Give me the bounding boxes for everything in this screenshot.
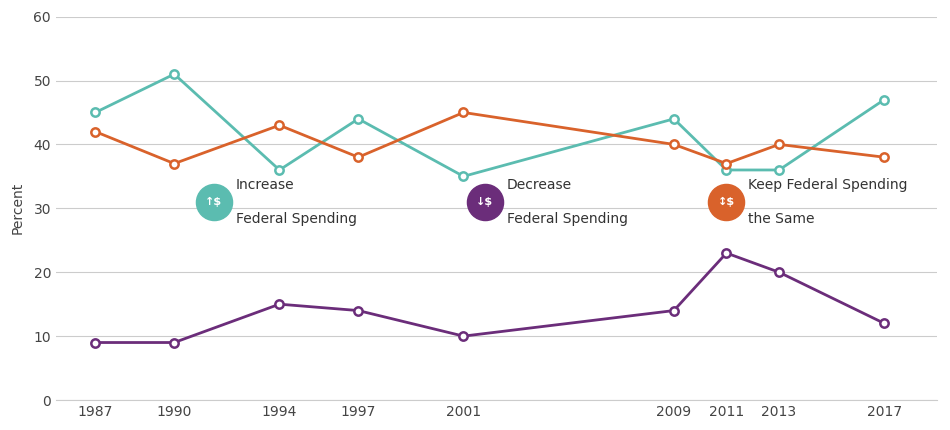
Y-axis label: Percent: Percent <box>11 182 25 234</box>
Text: the Same: the Same <box>749 212 815 225</box>
Text: Decrease: Decrease <box>506 178 572 192</box>
Text: ↑$: ↑$ <box>205 197 222 207</box>
Text: Increase: Increase <box>236 178 294 192</box>
Text: ↕$: ↕$ <box>718 197 735 207</box>
Text: Keep Federal Spending: Keep Federal Spending <box>749 178 908 192</box>
Text: Federal Spending: Federal Spending <box>236 212 356 225</box>
Text: Federal Spending: Federal Spending <box>506 212 628 225</box>
Text: ↓$: ↓$ <box>476 197 493 207</box>
